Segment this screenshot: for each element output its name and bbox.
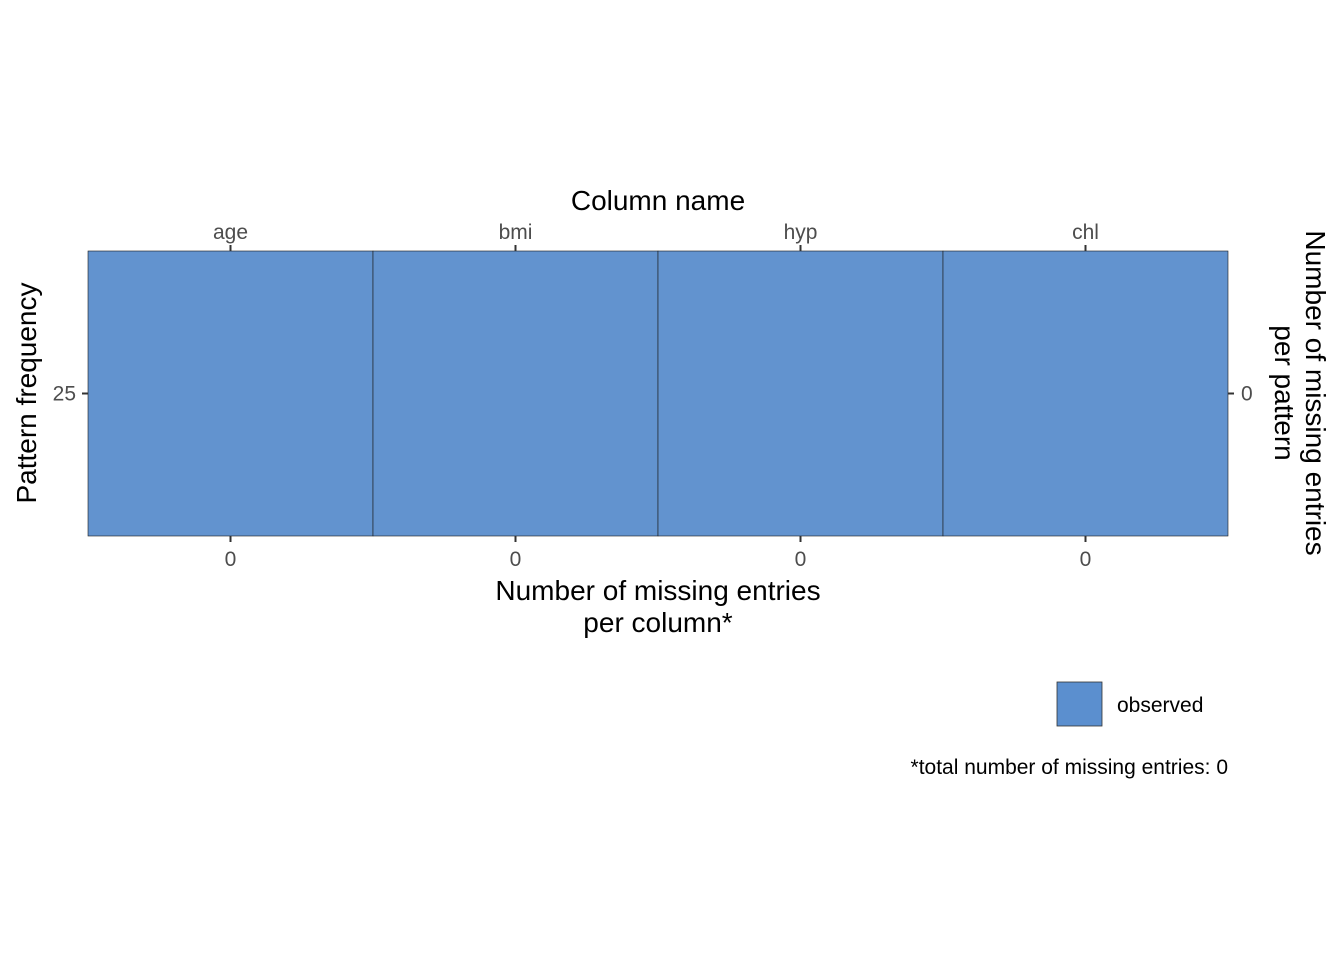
tile-chl-observed xyxy=(942,250,1229,537)
right-axis-title-line-2: per pattern xyxy=(1269,325,1300,460)
column-label-bmi: bmi xyxy=(499,221,533,244)
tile-bmi-observed xyxy=(372,250,659,537)
left-axis: 25 xyxy=(53,383,88,406)
missing-per-pattern-label: 0 xyxy=(1241,383,1253,406)
pattern-frequency-label: 25 xyxy=(53,383,76,406)
column-label-chl: chl xyxy=(1072,221,1099,244)
missing-count-chl: 0 xyxy=(1080,548,1092,571)
missing-count-hyp: 0 xyxy=(795,548,807,571)
bottom-axis-title-line-1: Number of missing entries xyxy=(495,575,820,606)
top-axis-title: Column name xyxy=(571,185,745,216)
tile-age-observed xyxy=(87,250,374,537)
legend: observed xyxy=(1056,681,1203,727)
bottom-axis: 0 0 0 0 xyxy=(225,536,1092,571)
tile-hyp-observed xyxy=(657,250,944,537)
bottom-axis-title-line-2: per column* xyxy=(583,607,733,638)
top-axis: age bmi hyp chl xyxy=(213,221,1099,251)
pattern-tiles xyxy=(87,250,1229,537)
right-axis: 0 xyxy=(1228,383,1253,406)
caption: *total number of missing entries: 0 xyxy=(911,756,1228,779)
column-label-hyp: hyp xyxy=(784,221,818,244)
legend-label-observed: observed xyxy=(1117,694,1203,717)
column-label-age: age xyxy=(213,221,248,244)
left-axis-title: Pattern frequency xyxy=(11,282,42,503)
legend-key-observed xyxy=(1056,681,1103,727)
missing-count-bmi: 0 xyxy=(510,548,522,571)
right-axis-title-line-1: Number of missing entries xyxy=(1300,230,1331,555)
missing-count-age: 0 xyxy=(225,548,237,571)
